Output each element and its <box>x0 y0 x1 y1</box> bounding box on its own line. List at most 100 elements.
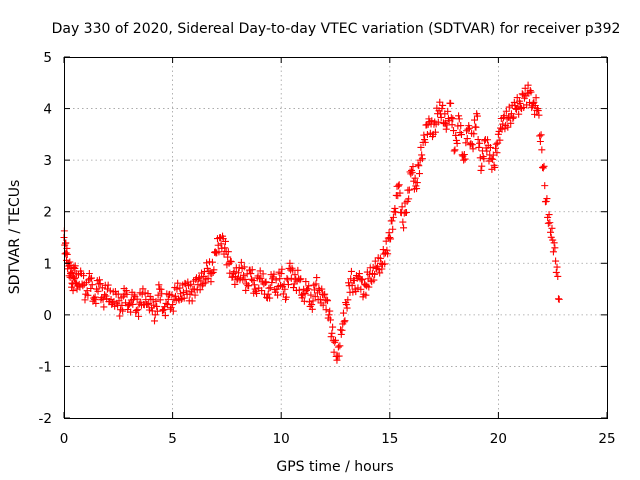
data-point-trace <box>156 296 164 304</box>
data-point-trace <box>389 213 397 221</box>
data-point-trace <box>249 277 257 285</box>
data-point-trace <box>95 276 103 284</box>
data-point-trace <box>284 281 292 289</box>
data-point-trace <box>296 276 304 284</box>
data-point-trace <box>157 285 165 293</box>
data-point <box>499 120 507 128</box>
data-point-trace <box>297 275 305 283</box>
data-point-trace <box>278 265 286 273</box>
data-point-trace <box>489 155 497 163</box>
data-point-trace <box>116 312 124 320</box>
data-point-trace <box>376 254 384 262</box>
data-point-trace <box>452 131 460 139</box>
data-point-trace <box>347 267 355 275</box>
data-point <box>447 99 455 107</box>
data-point-trace <box>343 304 351 312</box>
data-point-trace <box>248 275 256 283</box>
data-point-trace <box>491 163 499 171</box>
data-point-trace <box>510 113 518 121</box>
data-point-trace <box>409 163 417 171</box>
data-point-trace <box>398 203 406 211</box>
data-point-trace <box>253 289 261 297</box>
data-point-trace <box>415 170 423 178</box>
axis-ticks: 0 5 10 15 20 25 -2 -1 0 1 2 3 4 5 <box>39 50 616 447</box>
data-point-trace <box>72 279 80 287</box>
data-point-trace <box>227 258 235 266</box>
data-point-trace <box>540 162 548 170</box>
data-point-trace <box>472 123 480 131</box>
data-point-trace <box>388 217 396 225</box>
data-point-trace <box>263 293 271 301</box>
data-point <box>455 115 463 123</box>
data-point-trace <box>471 116 479 124</box>
plot-area <box>60 81 563 364</box>
data-point-trace <box>465 124 473 132</box>
data-point-trace <box>521 84 529 92</box>
data-point <box>247 270 255 278</box>
data-point <box>460 156 468 164</box>
data-point-trace <box>261 279 269 287</box>
data-point <box>308 301 316 309</box>
data-point-trace <box>552 257 560 265</box>
data-point-trace <box>384 250 392 258</box>
data-point-trace <box>307 291 315 299</box>
data-point-trace <box>371 257 379 265</box>
data-point-trace <box>539 164 547 172</box>
data-point-trace <box>418 151 426 159</box>
y-tick-label: 1 <box>43 256 52 272</box>
data-point-trace <box>217 240 225 248</box>
data-point-trace <box>194 281 202 289</box>
data-point-trace <box>549 248 557 256</box>
data-point-trace <box>375 266 383 274</box>
data-point-trace <box>546 219 554 227</box>
data-point-trace <box>400 224 408 232</box>
data-point-trace <box>475 143 483 151</box>
data-point-trace <box>444 107 452 115</box>
x-axis-label: GPS time / hours <box>276 459 393 475</box>
data-point-trace <box>282 293 290 301</box>
data-point-trace <box>303 286 311 294</box>
y-tick-label: 3 <box>43 153 52 169</box>
data-point-trace <box>553 263 561 271</box>
data-point-trace <box>158 307 166 315</box>
data-point-trace <box>505 103 513 111</box>
y-tick-label: 5 <box>43 50 52 66</box>
data-point-trace <box>130 291 138 299</box>
data-point-trace <box>476 154 484 162</box>
data-point-trace <box>320 291 328 299</box>
data-point-trace <box>474 136 482 143</box>
data-point-trace <box>369 263 377 271</box>
data-point-trace <box>365 283 373 291</box>
data-point-trace <box>428 117 436 125</box>
data-point-trace <box>327 333 335 341</box>
data-point-trace <box>442 119 450 127</box>
data-point-trace <box>536 137 544 145</box>
data-point-trace <box>326 307 334 315</box>
data-point-trace <box>345 279 353 287</box>
data-point-trace <box>413 185 421 193</box>
data-point-trace <box>179 288 187 296</box>
data-point-trace <box>362 291 370 299</box>
data-point-trace <box>383 246 391 254</box>
data-point-trace <box>96 280 104 288</box>
data-point-trace <box>457 122 465 130</box>
data-point-trace <box>385 229 393 237</box>
y-axis-label: SDTVAR / TECUs <box>7 180 23 295</box>
data-point-trace <box>481 137 489 145</box>
data-point-trace <box>66 258 74 266</box>
data-point-trace <box>449 115 457 123</box>
data-point-trace <box>387 235 395 243</box>
data-point-trace <box>92 299 100 307</box>
data-point-trace <box>180 294 188 302</box>
data-point-trace <box>104 281 112 289</box>
data-point-trace <box>266 294 274 302</box>
data-point-trace <box>182 287 190 295</box>
data-point-trace <box>541 182 549 190</box>
data-point <box>399 218 407 226</box>
data-point-trace <box>504 123 512 131</box>
data-point-trace <box>486 143 494 151</box>
data-point-trace <box>431 128 439 136</box>
data-point <box>442 125 450 133</box>
data-point-trace <box>358 276 366 284</box>
data-point-trace <box>83 287 91 295</box>
